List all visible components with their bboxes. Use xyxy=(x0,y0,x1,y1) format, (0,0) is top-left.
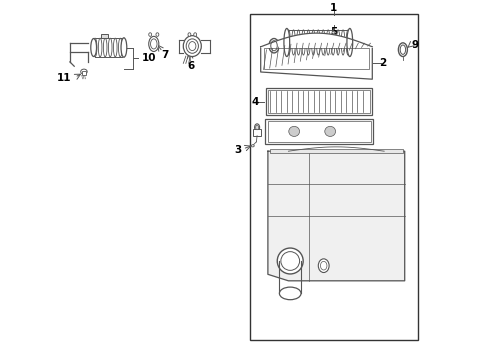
Ellipse shape xyxy=(93,38,97,57)
Ellipse shape xyxy=(324,126,335,136)
Ellipse shape xyxy=(183,36,201,57)
Ellipse shape xyxy=(103,38,107,57)
Ellipse shape xyxy=(254,124,259,131)
Text: 5: 5 xyxy=(329,27,337,37)
Ellipse shape xyxy=(118,38,122,57)
Text: 3: 3 xyxy=(234,145,242,155)
Text: 2: 2 xyxy=(379,58,386,68)
Text: 10: 10 xyxy=(142,53,156,63)
Ellipse shape xyxy=(91,39,96,57)
Ellipse shape xyxy=(268,39,279,53)
Ellipse shape xyxy=(346,28,352,57)
Text: 7: 7 xyxy=(161,50,168,60)
Bar xyxy=(249,14,418,340)
Text: 1: 1 xyxy=(329,3,337,13)
Polygon shape xyxy=(260,47,371,79)
Text: 8: 8 xyxy=(265,56,273,66)
Text: 6: 6 xyxy=(187,61,194,71)
Ellipse shape xyxy=(318,259,328,273)
Ellipse shape xyxy=(277,248,303,274)
Text: 4: 4 xyxy=(251,97,259,107)
Ellipse shape xyxy=(398,43,407,57)
Ellipse shape xyxy=(121,38,126,57)
Ellipse shape xyxy=(148,36,159,51)
Bar xyxy=(269,149,402,153)
Ellipse shape xyxy=(279,287,301,300)
Ellipse shape xyxy=(113,38,117,57)
Ellipse shape xyxy=(148,33,151,36)
Ellipse shape xyxy=(284,28,289,57)
Bar xyxy=(101,34,107,38)
Polygon shape xyxy=(267,151,404,281)
Ellipse shape xyxy=(255,125,258,130)
Text: 11: 11 xyxy=(57,73,72,83)
Bar xyxy=(81,71,86,75)
Ellipse shape xyxy=(193,33,196,36)
Bar xyxy=(253,129,260,136)
Ellipse shape xyxy=(288,126,299,136)
Ellipse shape xyxy=(108,38,112,57)
Bar xyxy=(268,90,369,113)
Ellipse shape xyxy=(251,145,254,147)
Bar xyxy=(267,121,370,142)
Text: 9: 9 xyxy=(410,40,417,50)
Bar xyxy=(265,88,371,115)
Bar xyxy=(265,119,373,144)
Bar xyxy=(263,48,368,69)
Ellipse shape xyxy=(156,33,159,36)
Ellipse shape xyxy=(81,69,87,74)
Ellipse shape xyxy=(187,33,190,36)
Ellipse shape xyxy=(98,38,102,57)
